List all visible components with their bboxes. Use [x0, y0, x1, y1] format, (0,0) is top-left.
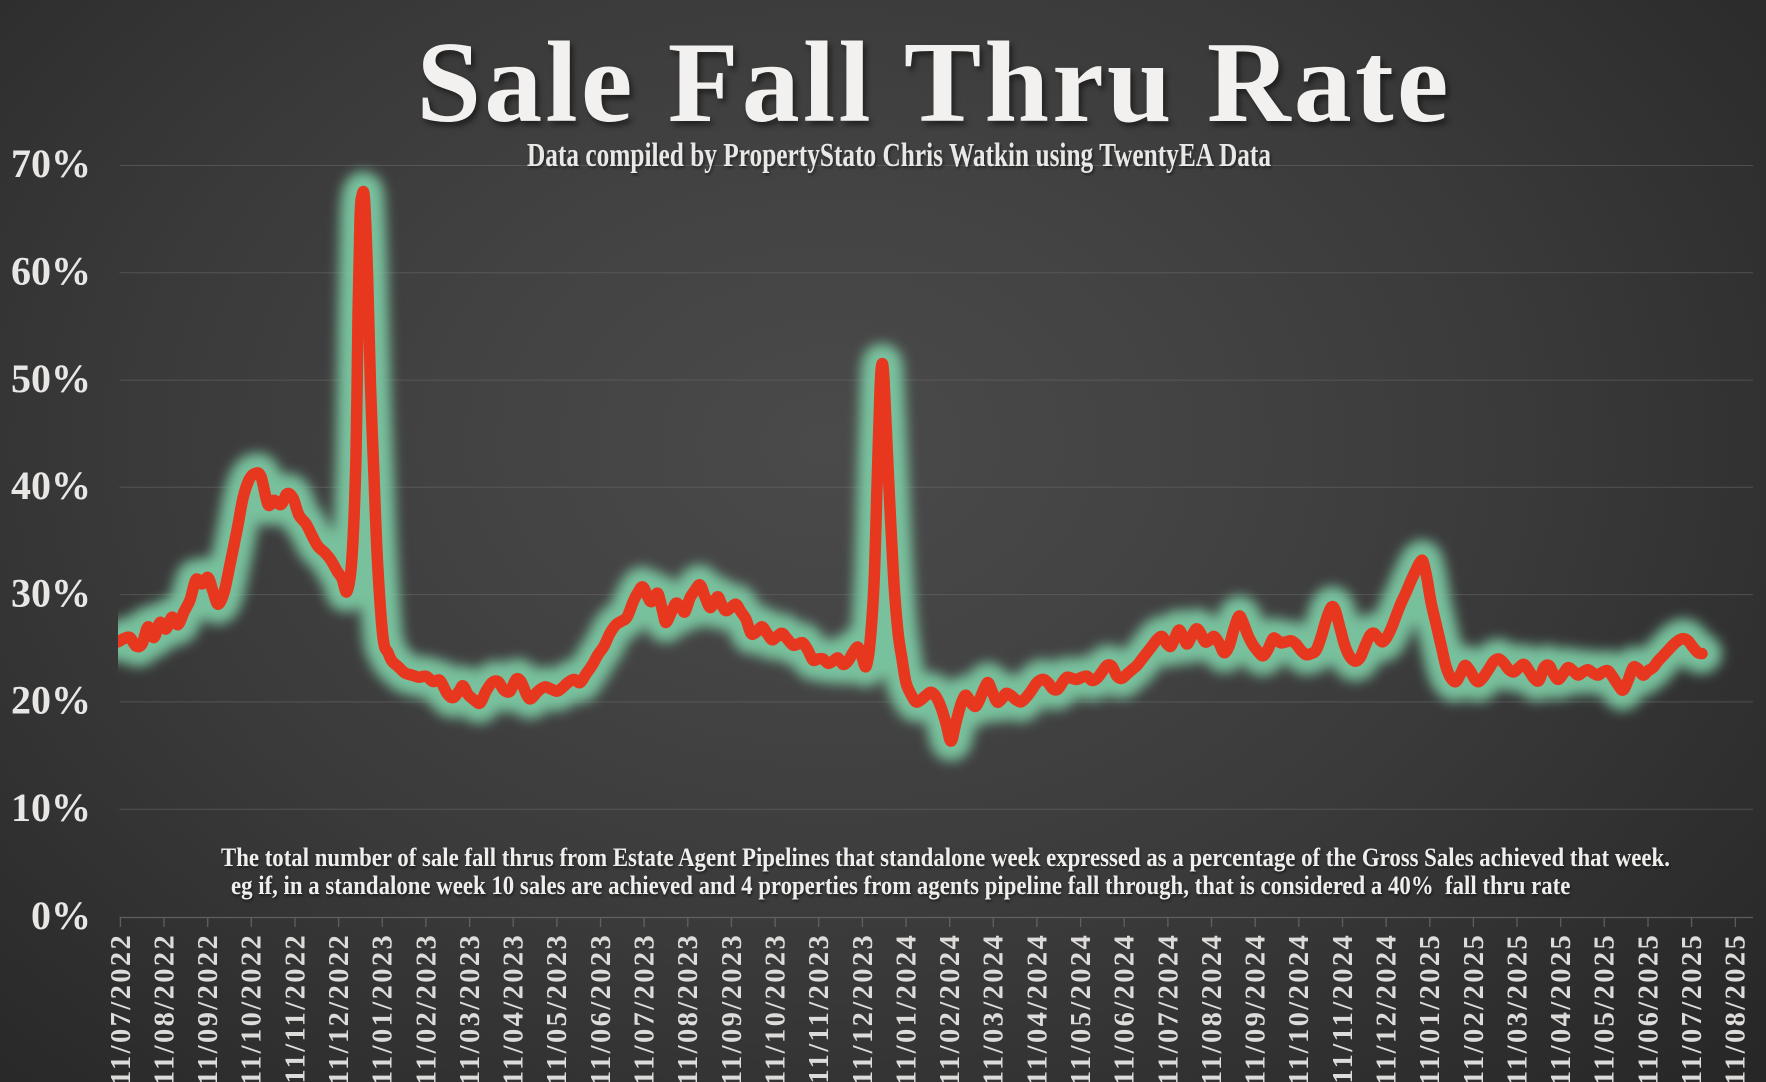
svg-text:11/11/2023: 11/11/2023 [804, 933, 835, 1082]
svg-text:60%: 60% [11, 249, 91, 294]
svg-text:11/06/2023: 11/06/2023 [586, 933, 617, 1082]
svg-text:11/05/2024: 11/05/2024 [1066, 933, 1097, 1082]
svg-text:11/04/2024: 11/04/2024 [1022, 933, 1053, 1082]
svg-text:11/09/2024: 11/09/2024 [1241, 933, 1272, 1082]
svg-text:40%: 40% [11, 463, 91, 508]
svg-text:10%: 10% [11, 785, 91, 830]
svg-text:11/12/2022: 11/12/2022 [324, 933, 355, 1082]
svg-text:11/07/2023: 11/07/2023 [630, 933, 661, 1082]
svg-text:11/01/2024: 11/01/2024 [891, 933, 922, 1082]
svg-text:11/11/2022: 11/11/2022 [280, 933, 311, 1082]
svg-text:70%: 70% [11, 141, 91, 186]
svg-text:11/05/2025: 11/05/2025 [1590, 933, 1621, 1082]
svg-text:11/09/2023: 11/09/2023 [717, 933, 748, 1082]
svg-text:11/07/2022: 11/07/2022 [106, 933, 137, 1082]
svg-text:11/03/2024: 11/03/2024 [979, 933, 1010, 1082]
svg-text:11/07/2024: 11/07/2024 [1153, 933, 1184, 1082]
svg-text:11/10/2022: 11/10/2022 [237, 933, 268, 1082]
svg-text:11/02/2025: 11/02/2025 [1459, 933, 1490, 1082]
svg-text:11/06/2024: 11/06/2024 [1110, 933, 1141, 1082]
svg-text:11/01/2025: 11/01/2025 [1415, 933, 1446, 1082]
svg-text:11/08/2025: 11/08/2025 [1721, 933, 1752, 1082]
svg-text:11/04/2023: 11/04/2023 [499, 933, 530, 1082]
svg-text:11/12/2024: 11/12/2024 [1372, 933, 1403, 1082]
svg-text:11/06/2025: 11/06/2025 [1633, 933, 1664, 1082]
svg-text:11/05/2023: 11/05/2023 [542, 933, 573, 1082]
svg-text:11/02/2024: 11/02/2024 [935, 933, 966, 1082]
svg-text:0%: 0% [31, 893, 91, 938]
svg-text:11/02/2023: 11/02/2023 [411, 933, 442, 1082]
svg-text:11/03/2025: 11/03/2025 [1502, 933, 1533, 1082]
svg-text:11/08/2024: 11/08/2024 [1197, 933, 1228, 1082]
svg-text:11/10/2023: 11/10/2023 [761, 933, 792, 1082]
svg-text:11/01/2023: 11/01/2023 [368, 933, 399, 1082]
svg-text:11/09/2022: 11/09/2022 [193, 933, 224, 1082]
svg-text:11/04/2025: 11/04/2025 [1546, 933, 1577, 1082]
svg-text:11/03/2023: 11/03/2023 [455, 933, 486, 1082]
svg-text:11/08/2022: 11/08/2022 [149, 933, 180, 1082]
svg-text:20%: 20% [11, 678, 91, 723]
svg-text:30%: 30% [11, 570, 91, 615]
svg-text:11/08/2023: 11/08/2023 [673, 933, 704, 1082]
svg-text:11/07/2025: 11/07/2025 [1677, 933, 1708, 1082]
svg-text:11/10/2024: 11/10/2024 [1284, 933, 1315, 1082]
svg-text:50%: 50% [11, 356, 91, 401]
svg-text:11/12/2023: 11/12/2023 [848, 933, 879, 1082]
svg-text:11/11/2024: 11/11/2024 [1328, 933, 1359, 1082]
